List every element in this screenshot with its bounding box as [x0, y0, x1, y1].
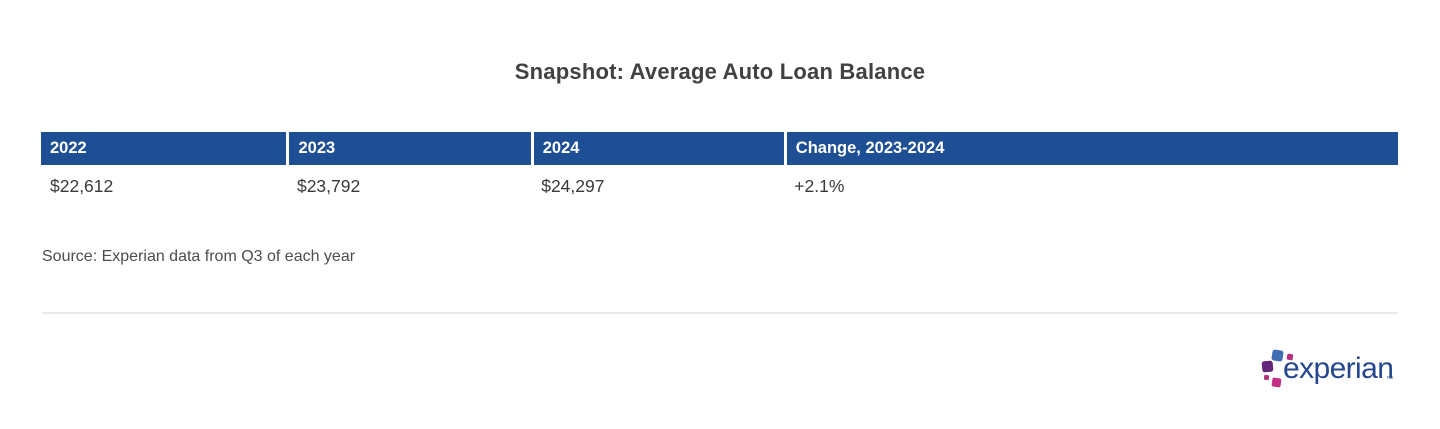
logo-square-pink-icon	[1271, 377, 1282, 388]
logo-square-blue-icon	[1271, 349, 1284, 362]
experian-wordmark: experian	[1283, 352, 1394, 385]
logo-square-purple-icon	[1261, 360, 1274, 373]
page-title: Snapshot: Average Auto Loan Balance	[514, 59, 926, 84]
trademark-symbol: ™	[1386, 376, 1393, 383]
cell-balance-2022: $22,612	[41, 165, 288, 205]
cell-balance-2024: $24,297	[532, 165, 786, 205]
cell-change-2023-2024: +2.1%	[785, 165, 1398, 205]
column-header-2024: 2024	[530, 132, 786, 165]
column-header-change: Change, 2023-2024	[783, 132, 1398, 165]
logo-square-magenta-dot-icon	[1263, 374, 1270, 381]
source-note: Source: Experian data from Q3 of each ye…	[42, 248, 356, 265]
column-header-2023: 2023	[286, 132, 533, 165]
column-header-2022: 2022	[41, 132, 288, 165]
experian-logo: experian ™	[1261, 348, 1398, 392]
auto-loan-balance-table: 2022 2023 2024 Change, 2023-2024 $22,612…	[41, 132, 1398, 205]
cell-balance-2023: $23,792	[287, 165, 533, 205]
table-row: $22,612 $23,792 $24,297 +2.1%	[41, 165, 1398, 205]
table-header-row: 2022 2023 2024 Change, 2023-2024	[41, 132, 1398, 165]
divider	[42, 312, 1398, 314]
